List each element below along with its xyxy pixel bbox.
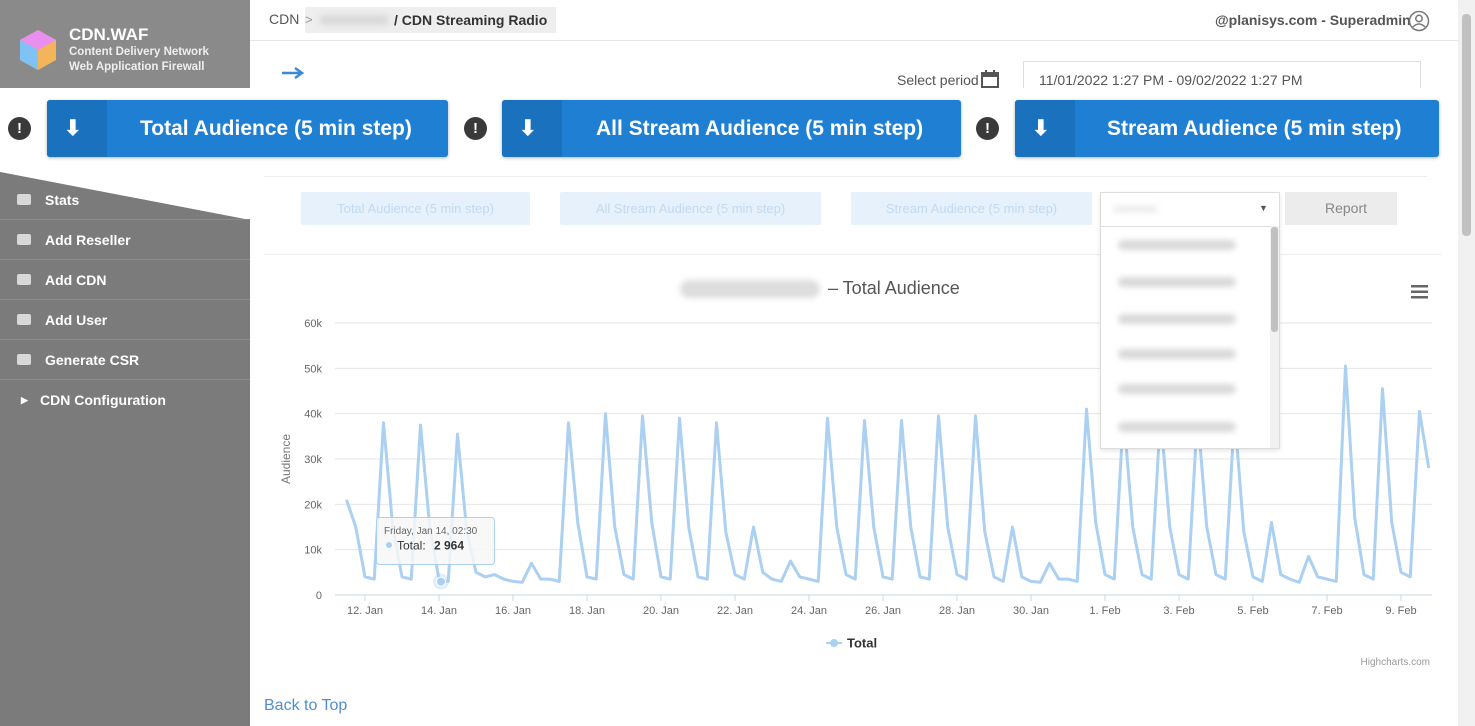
button-label: Report bbox=[1324, 200, 1367, 216]
button-label: Stream Audience (5 min step) bbox=[885, 201, 1058, 216]
y-tick-label: 30k bbox=[304, 454, 322, 466]
tooltip-box bbox=[376, 517, 495, 565]
download-button[interactable]: Total Audience (5 min step) bbox=[301, 192, 530, 225]
button-label: All Stream Audience (5 min step) bbox=[596, 117, 924, 140]
stream-dropdown[interactable]: ▼ bbox=[1100, 192, 1280, 449]
x-tick-label: 26. Jan bbox=[865, 605, 901, 617]
calendar-icon[interactable] bbox=[981, 70, 999, 88]
legend-symbol bbox=[830, 639, 838, 647]
arrow-icon[interactable] bbox=[281, 66, 305, 80]
menu-item[interactable]: Stats bbox=[0, 180, 250, 220]
back-to-top[interactable]: Back to Top bbox=[264, 697, 348, 714]
y-axis-title: Audience bbox=[279, 434, 293, 484]
menu-label: Add User bbox=[45, 312, 108, 328]
divider bbox=[264, 176, 1427, 177]
line-series bbox=[345, 364, 1431, 584]
y-tick-label: 50k bbox=[304, 363, 322, 375]
info-icon[interactable]: ! bbox=[464, 117, 487, 140]
download-button[interactable]: All Stream Audience (5 min step) bbox=[560, 192, 821, 225]
menu-label: Generate CSR bbox=[45, 352, 140, 368]
x-tick-label: 12. Jan bbox=[347, 605, 383, 617]
x-tick-label: 9. Feb bbox=[1385, 605, 1416, 617]
user[interactable]: @planisys.com - Superadmin bbox=[1215, 12, 1411, 28]
tooltip-symbol bbox=[386, 542, 392, 548]
x-tick-label: 30. Jan bbox=[1013, 605, 1049, 617]
menu-label: Add Reseller bbox=[45, 232, 131, 248]
credits: Highcharts.com bbox=[1361, 657, 1430, 668]
button-label: Total Audience (5 min step) bbox=[140, 117, 412, 140]
menu-label: CDN Configuration bbox=[40, 392, 166, 408]
tagline: Content Delivery Network bbox=[69, 46, 209, 58]
breadcrumb-current: / CDN Streaming Radio bbox=[394, 12, 548, 28]
legend-label: Total bbox=[847, 636, 877, 651]
y-tick-label: 20k bbox=[304, 499, 322, 511]
menu-item[interactable]: ▶ CDN Configuration bbox=[21, 392, 166, 408]
x-tick-label: 14. Jan bbox=[421, 605, 457, 617]
button-label: Total Audience (5 min step) bbox=[337, 201, 494, 216]
info-icon[interactable]: ! bbox=[8, 117, 31, 140]
period-label: Select period bbox=[897, 72, 979, 88]
breadcrumb-box: > / CDN Streaming Radio bbox=[305, 7, 556, 33]
breadcrumb-root[interactable]: CDN bbox=[269, 11, 300, 27]
y-tick-label: 60k bbox=[304, 318, 322, 330]
tagline: Web Application Firewall bbox=[69, 61, 205, 73]
x-tick-label: 22. Jan bbox=[717, 605, 753, 617]
brand-area: CDN.WAF Content Delivery Network Web App… bbox=[0, 0, 250, 88]
report-button[interactable]: Report bbox=[1285, 192, 1397, 225]
download-band: ! ⬇ Total Audience (5 min step) ! ⬇ All St… bbox=[0, 88, 1458, 172]
menu-item[interactable]: Add User bbox=[0, 300, 250, 340]
chart-title: – Total Audience bbox=[828, 278, 960, 298]
y-tick-label: 0 bbox=[316, 590, 322, 602]
x-tick-label: 3. Feb bbox=[1163, 605, 1194, 617]
tooltip-date: Friday, Jan 14, 02:30 bbox=[384, 526, 478, 537]
x-tick-label: 7. Feb bbox=[1311, 605, 1342, 617]
tooltip: Friday, Jan 14, 02:30 Total: 2 964 bbox=[376, 517, 495, 565]
scrollbar[interactable] bbox=[1458, 0, 1475, 726]
download-button[interactable]: Stream Audience (5 min step) bbox=[851, 192, 1092, 225]
menu-item[interactable]: Add Reseller bbox=[0, 220, 250, 260]
menu-item[interactable]: Generate CSR bbox=[0, 340, 250, 380]
info-icon[interactable]: ! bbox=[976, 117, 999, 140]
tooltip-label: Total: bbox=[397, 539, 426, 553]
x-tick-label: 28. Jan bbox=[939, 605, 975, 617]
logo bbox=[20, 30, 56, 70]
blurred-title bbox=[680, 280, 820, 298]
x-tick-label: 18. Jan bbox=[569, 605, 605, 617]
user-icon[interactable] bbox=[1408, 10, 1430, 32]
button-label: Stream Audience (5 min step) bbox=[1107, 117, 1402, 140]
y-tick-label: 10k bbox=[304, 545, 322, 557]
divider bbox=[264, 254, 1441, 255]
button-label: All Stream Audience (5 min step) bbox=[595, 201, 786, 216]
download-button[interactable]: ⬇ All Stream Audience (5 min step) bbox=[502, 100, 961, 157]
x-tick-label: 5. Feb bbox=[1237, 605, 1268, 617]
menu-label: Stats bbox=[45, 192, 80, 208]
menu-label: Add CDN bbox=[45, 272, 107, 288]
x-tick-label: 1. Feb bbox=[1089, 605, 1120, 617]
brand: CDN.WAF bbox=[69, 25, 149, 44]
x-tick-label: 20. Jan bbox=[643, 605, 679, 617]
period-input[interactable]: 11/01/2022 1:27 PM - 09/02/2022 1:27 PM bbox=[1023, 61, 1421, 91]
x-tick-label: 24. Jan bbox=[791, 605, 827, 617]
download-button[interactable]: ⬇ Total Audience (5 min step) bbox=[47, 100, 448, 157]
topbar: CDN > / CDN Streaming Radio @planisys.co… bbox=[250, 0, 1458, 41]
x-tick-label: 16. Jan bbox=[495, 605, 531, 617]
tooltip-value: 2 964 bbox=[434, 539, 464, 553]
sidebar-wedge bbox=[0, 172, 250, 222]
download-button[interactable]: ⬇ Stream Audience (5 min step) bbox=[1015, 100, 1439, 157]
hover-point bbox=[436, 576, 446, 587]
menu-icon[interactable] bbox=[1411, 285, 1428, 299]
y-tick-label: 40k bbox=[304, 409, 322, 421]
menu-item[interactable]: Add CDN bbox=[0, 260, 250, 300]
